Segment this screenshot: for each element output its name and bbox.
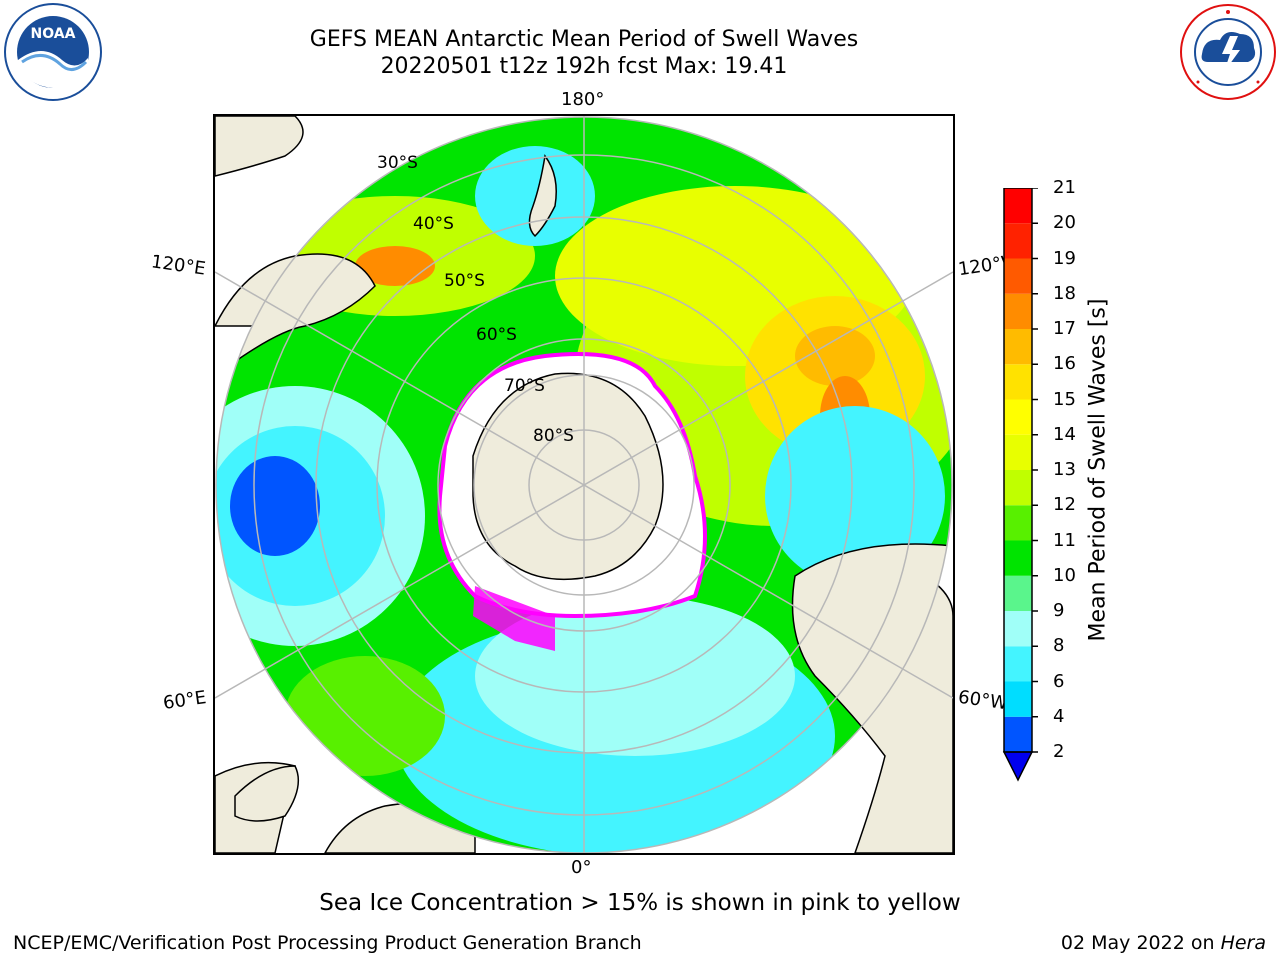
longitude-label-left-upper: 120°E <box>149 251 207 280</box>
colorbar-tick-label: 14 <box>1053 423 1076 445</box>
colorbar-tick-label: 2 <box>1053 741 1065 762</box>
colorbar-step <box>1004 258 1032 294</box>
colorbar-step <box>1004 399 1032 435</box>
colorbar <box>1002 188 1038 782</box>
colorbar-tick-label: 10 <box>1053 564 1076 586</box>
colorbar-step <box>1004 364 1032 400</box>
colorbar-step <box>1004 470 1032 506</box>
colorbar-tick-label: 12 <box>1053 494 1076 516</box>
colorbar-tick-label: 21 <box>1053 177 1076 198</box>
noaa-logo-text: NOAA <box>31 26 76 42</box>
map-canvas <box>215 116 953 853</box>
latitude-label-50s: 50°S <box>444 271 485 291</box>
latitude-label-30s: 30°S <box>377 153 418 173</box>
colorbar-step <box>1004 681 1032 717</box>
colorbar-tick-label: 19 <box>1053 247 1076 269</box>
colorbar-tick-label: 18 <box>1053 282 1076 304</box>
colorbar-step <box>1004 540 1032 576</box>
colorbar-step <box>1004 716 1032 752</box>
colorbar-tick-label: 11 <box>1053 529 1076 551</box>
colorbar-tick-label: 4 <box>1053 705 1065 727</box>
colorbar-step <box>1004 329 1032 365</box>
colorbar-tick-label: 9 <box>1053 600 1065 621</box>
footer-credit: NCEP/EMC/Verification Post Processing Pr… <box>13 932 642 954</box>
chart-title: GEFS MEAN Antarctic Mean Period of Swell… <box>309 27 859 52</box>
colorbar-step <box>1004 223 1032 259</box>
colorbar-tick-label: 20 <box>1053 212 1076 234</box>
latitude-label-70s: 70°S <box>504 376 545 396</box>
latitude-label-40s: 40°S <box>413 214 454 234</box>
colorbar-step <box>1004 188 1032 224</box>
colorbar-tick-label: 15 <box>1053 388 1076 410</box>
chart-subtitle: 20220501 t12z 192h fcst Max: 19.41 <box>380 54 788 79</box>
latitude-label-80s: 80°S <box>533 426 574 446</box>
graticule <box>215 116 953 853</box>
map-panel: 30°S 40°S 50°S 60°S 70°S 80°S <box>213 114 955 855</box>
latitude-label-60s: 60°S <box>476 325 517 345</box>
nws-logo <box>1180 4 1276 100</box>
colorbar-tick-label: 8 <box>1053 635 1065 657</box>
colorbar-step <box>1004 646 1032 682</box>
colorbar-tick-label: 6 <box>1053 670 1065 692</box>
colorbar-label: Mean Period of Swell Waves [s] <box>1085 298 1111 642</box>
colorbar-step <box>1004 611 1032 647</box>
noaa-logo: NOAA <box>4 3 102 101</box>
footer-machine: Hera <box>1220 932 1266 954</box>
footer-date-text: 02 May 2022 on <box>1060 932 1221 954</box>
longitude-label-left-lower: 60°E <box>161 687 208 714</box>
colorbar-step <box>1004 293 1032 329</box>
colorbar-tick-label: 16 <box>1053 353 1076 375</box>
colorbar-tick-label: 17 <box>1053 318 1076 339</box>
longitude-label-top: 180° <box>561 89 605 110</box>
sea-ice-note: Sea Ice Concentration > 15% is shown in … <box>319 890 961 916</box>
colorbar-step <box>1004 575 1032 611</box>
longitude-label-bottom: 0° <box>571 857 592 878</box>
footer-date: 02 May 2022 on Hera <box>1061 932 1266 954</box>
colorbar-tick-label: 13 <box>1053 459 1076 480</box>
colorbar-step <box>1004 505 1032 541</box>
colorbar-step <box>1004 434 1032 470</box>
